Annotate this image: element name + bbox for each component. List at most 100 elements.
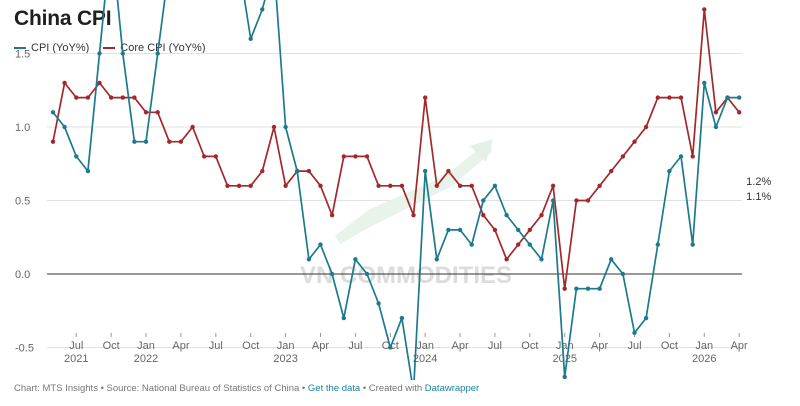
cpi-point xyxy=(434,257,439,262)
core-cpi-point xyxy=(655,95,660,100)
x-tick-label: Oct xyxy=(521,340,538,352)
core-cpi-point xyxy=(527,227,532,233)
cpi-point xyxy=(318,242,323,247)
core-cpi-point xyxy=(585,198,591,203)
x-tick-label: Jan xyxy=(695,340,713,352)
cpi-point xyxy=(690,242,695,247)
x-tick-label: Jan xyxy=(137,340,155,352)
core-cpi-point xyxy=(620,154,626,159)
cpi-point xyxy=(155,51,160,56)
x-tick-label: Oct xyxy=(103,340,120,352)
cpi-point xyxy=(469,242,474,247)
cpi-point xyxy=(492,183,498,188)
x-tick-label: Apr xyxy=(451,340,468,352)
cpi-point xyxy=(574,286,579,291)
legend-swatch-cpi xyxy=(14,47,26,49)
cpi-point xyxy=(132,139,137,144)
cpi-point xyxy=(516,227,521,233)
x-tick-label: Jul xyxy=(488,340,502,352)
core-cpi-point xyxy=(690,154,695,159)
cpi-point xyxy=(364,271,370,277)
x-tick-label: Jan xyxy=(277,340,295,352)
core-cpi-point xyxy=(667,95,672,100)
core-cpi-point xyxy=(678,95,684,100)
x-tick-label: Jul xyxy=(627,340,641,352)
core-cpi-point xyxy=(446,168,451,174)
x-tick-year-label: 2026 xyxy=(692,353,716,365)
cpi-point xyxy=(643,315,649,321)
cpi-point xyxy=(260,7,265,12)
cpi-point xyxy=(248,36,253,41)
core-cpi-point xyxy=(155,110,160,115)
core-cpi-line xyxy=(52,8,740,290)
core-cpi-point xyxy=(457,183,463,188)
cpi-point xyxy=(423,168,428,174)
gridlines xyxy=(47,53,742,348)
cpi-point xyxy=(143,139,149,144)
cpi-point xyxy=(527,242,532,247)
x-tick-year-label: 2024 xyxy=(413,353,437,365)
cpi-point xyxy=(539,257,544,262)
series-core-cpi xyxy=(50,7,742,291)
core-cpi-point xyxy=(423,95,428,100)
legend-item-core-cpi: Core CPI (YoY%) xyxy=(103,42,205,54)
core-cpi-point xyxy=(341,154,346,159)
x-tick-year-label: 2021 xyxy=(64,353,88,365)
cpi-point xyxy=(306,257,312,262)
x-tick-label: Apr xyxy=(731,340,748,352)
cpi-point xyxy=(597,286,602,291)
cpi-point xyxy=(85,168,91,174)
core-cpi-point xyxy=(376,183,381,188)
core-cpi-point xyxy=(167,139,172,144)
cpi-end-label: 1.2% xyxy=(746,176,771,188)
cpi-point xyxy=(50,110,56,115)
legend-swatch-core-cpi xyxy=(103,47,116,49)
x-tick-label: Apr xyxy=(591,340,608,352)
core-cpi-point xyxy=(283,183,288,188)
core-cpi-point xyxy=(271,124,277,130)
x-tick-year-label: 2023 xyxy=(273,353,297,365)
cpi-point xyxy=(388,345,393,350)
cpi-point xyxy=(399,315,405,321)
core-cpi-point xyxy=(632,139,637,144)
x-tick-label: Apr xyxy=(172,340,189,352)
core-cpi-point xyxy=(109,95,114,100)
core-cpi-point xyxy=(434,183,439,188)
cpi-point xyxy=(678,154,684,159)
core-cpi-point xyxy=(539,213,544,218)
line-chart: VN COMMODITIES -0.50.00.51.01.52.02.5% J… xyxy=(15,0,771,380)
core-cpi-point xyxy=(62,80,67,86)
core-cpi-point xyxy=(202,154,207,159)
core-cpi-end-label: 1.1% xyxy=(746,191,771,203)
core-cpi-point xyxy=(516,242,521,247)
legend-label-cpi: CPI (YoY%) xyxy=(31,42,90,54)
cpi-point xyxy=(481,198,486,203)
cpi-point xyxy=(550,198,556,203)
datawrapper-link[interactable]: Datawrapper xyxy=(424,383,480,394)
x-tick-year-label: 2025 xyxy=(552,353,576,365)
core-cpi-point xyxy=(353,154,358,159)
core-cpi-point xyxy=(597,183,602,188)
cpi-point xyxy=(667,168,672,174)
footer-created-with: • Created with xyxy=(360,383,425,394)
cpi-point xyxy=(120,51,126,56)
x-tick-label: Jan xyxy=(556,340,574,352)
cpi-point xyxy=(329,271,335,277)
x-axis-labels: Jul2021OctJan2022AprJulOctJan2023AprJulO… xyxy=(64,333,748,365)
core-cpi-point xyxy=(236,183,242,188)
cpi-point xyxy=(609,257,614,262)
core-cpi-point xyxy=(504,257,509,262)
core-cpi-point xyxy=(643,124,649,130)
core-cpi-point xyxy=(260,168,265,174)
footer-source: Chart: MTS Insights • Source: National B… xyxy=(14,383,308,394)
core-cpi-point xyxy=(97,80,102,86)
cpi-point xyxy=(74,154,79,159)
cpi-point xyxy=(97,51,102,56)
cpi-point xyxy=(62,124,67,130)
x-tick-label: Jul xyxy=(69,340,83,352)
y-tick-label: 0.5 xyxy=(15,196,30,208)
x-tick-label: Oct xyxy=(242,340,259,352)
core-cpi-point xyxy=(143,110,149,115)
core-cpi-point xyxy=(120,95,126,100)
get-the-data-link[interactable]: Get the data xyxy=(307,383,361,394)
